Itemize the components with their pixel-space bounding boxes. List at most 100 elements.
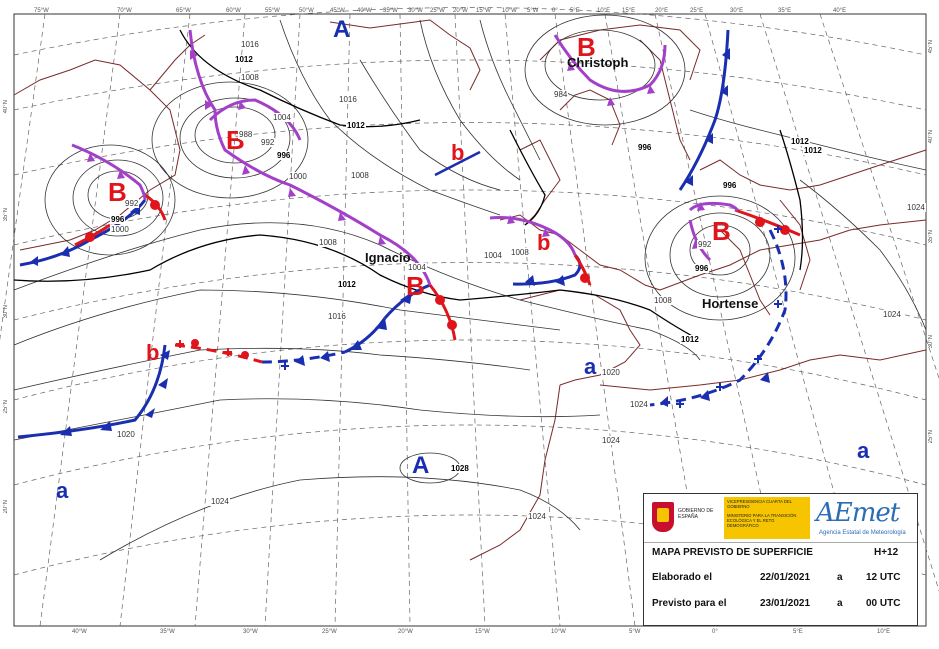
isobar-label: 988: [238, 130, 254, 139]
isobars-1012: [13, 29, 804, 341]
isobar-label: 996: [637, 143, 653, 152]
lon-label-bottom: 30°W: [243, 629, 258, 635]
minor-low-symbol: b: [537, 230, 551, 255]
occluded-front-1: [188, 29, 432, 286]
lon-label: 75°W: [34, 8, 49, 14]
lat-label-right: 40°N: [928, 130, 934, 144]
cold-front-6: [678, 29, 730, 191]
lon-label-bottom: 10°W: [551, 629, 566, 635]
gobierno-text: GOBIERNO DE ESPAÑA: [678, 508, 714, 520]
high-pressure-symbol: A: [333, 16, 351, 43]
lon-label-bottom: 10°E: [877, 629, 891, 635]
isobar-label: 1008: [510, 248, 530, 257]
low-pressure-symbol: B: [577, 32, 596, 62]
occluded-front-2: [71, 143, 147, 201]
cold-front-1: [17, 344, 167, 439]
lon-label-bottom: 0°: [712, 629, 718, 635]
high-pressure-symbol: A: [412, 452, 430, 479]
dashed-warm-front: [174, 343, 263, 364]
isobar-label: 1020: [601, 368, 621, 377]
isobar-label: 1000: [110, 225, 130, 234]
valid-label: Previsto para el: [652, 598, 727, 609]
isobar-label: 1008: [318, 238, 338, 247]
minor-low-symbol: b: [451, 140, 465, 165]
warm-front-4: [573, 254, 592, 286]
isobar-label: 1012: [803, 146, 823, 155]
lat-label-left: 35°N: [3, 208, 9, 222]
lon-label: 55°W: [265, 8, 280, 14]
isobar-label: 996: [694, 264, 710, 273]
lon-label: 15°E: [622, 8, 636, 14]
lat-label-right: 30°N: [928, 335, 934, 349]
lon-label: 20°E: [655, 8, 669, 14]
isobar-label: 1024: [527, 512, 547, 521]
isobar-label: 1012: [680, 335, 700, 344]
lon-label: 0°: [552, 8, 558, 14]
isobar-label: 1028: [450, 464, 470, 473]
lon-label: 10°W: [502, 8, 517, 14]
storm-name-ignacio: Ignacio: [365, 250, 411, 265]
minor-high-symbol: a: [857, 438, 870, 463]
storm-name-christoph: Christoph: [567, 55, 629, 70]
ministry-band: VICEPRESIDENCIA CUARTA DEL GOBIERNO MINI…: [724, 497, 810, 539]
lat-label-left: 40°N: [3, 100, 9, 114]
isobar-label: 1012: [337, 280, 357, 289]
valid-date: 23/01/2021: [760, 598, 811, 609]
lat-label-left: 25°N: [3, 400, 9, 414]
lat-label-left: 30°N: [3, 305, 9, 319]
lon-label: 30°E: [730, 8, 744, 14]
lon-label: 40°W: [357, 8, 372, 14]
low-pressure-symbol: B: [712, 216, 731, 246]
valid-a: a: [837, 598, 843, 609]
lon-label: 25°W: [430, 8, 445, 14]
isobar-label: 1016: [240, 40, 260, 49]
isobar-label: 1024: [629, 400, 649, 409]
isobar-label: 1008: [350, 171, 370, 180]
lon-label-bottom: 40°W: [72, 629, 87, 635]
ministry-text-1: VICEPRESIDENCIA CUARTA DEL GOBIERNO: [727, 499, 792, 509]
isobar-label: 1024: [882, 310, 902, 319]
lon-label: 40°E: [833, 8, 847, 14]
lon-label: 5°W: [527, 8, 539, 14]
lon-label: 10°E: [597, 8, 611, 14]
isobar-label: 992: [260, 138, 276, 147]
isobar-label: 1024: [601, 436, 621, 445]
occluded-front-3: [208, 98, 302, 141]
lon-label: 25°E: [690, 8, 704, 14]
logo-row: GOBIERNO DE ESPAÑA VICEPRESIDENCIA CUART…: [644, 494, 917, 543]
isobar-label: 1024: [210, 497, 230, 506]
isobar-label: 1016: [327, 312, 347, 321]
isobar-label: 984: [553, 90, 569, 99]
lon-label: 35°W: [383, 8, 398, 14]
dashed-front-2: [649, 229, 788, 407]
isobar-label: 1012: [234, 55, 254, 64]
isobar-label: 1024: [906, 203, 926, 212]
coastlines: [13, 19, 927, 561]
low-pressure-symbol: B: [406, 271, 425, 301]
isobar-label: 1008: [240, 73, 260, 82]
map-title: MAPA PREVISTO DE SUPERFICIE: [652, 547, 813, 558]
forecast-info-panel: GOBIERNO DE ESPAÑA VICEPRESIDENCIA CUART…: [643, 493, 918, 626]
lon-label: 30°W: [408, 8, 423, 14]
lon-label: 20°W: [453, 8, 468, 14]
lon-label-bottom: 35°W: [160, 629, 175, 635]
minor-low-symbol: b: [146, 340, 160, 365]
isobar-label: 1016: [338, 95, 358, 104]
occluded-front-6: [688, 201, 739, 212]
isobar-label: 1004: [272, 113, 292, 122]
ministry-text-2: MINISTERIO PARA LA TRANSICIÓN ECOLÓGICA …: [727, 513, 797, 528]
isobar-label: 1008: [653, 296, 673, 305]
lon-label: 65°W: [176, 8, 191, 14]
issued-label: Elaborado el: [652, 572, 713, 583]
isobar-label: 992: [124, 199, 140, 208]
isobar-label: 996: [276, 151, 292, 160]
isobar-label: 996: [110, 215, 126, 224]
lat-label-left: 20°N: [3, 500, 9, 514]
lon-label: 50°W: [299, 8, 314, 14]
warm-front-1: [428, 284, 457, 341]
front-symbols: [30, 48, 790, 436]
lon-label: 15°W: [476, 8, 491, 14]
lon-label: 35°E: [778, 8, 792, 14]
isobar-label: 1004: [483, 251, 503, 260]
